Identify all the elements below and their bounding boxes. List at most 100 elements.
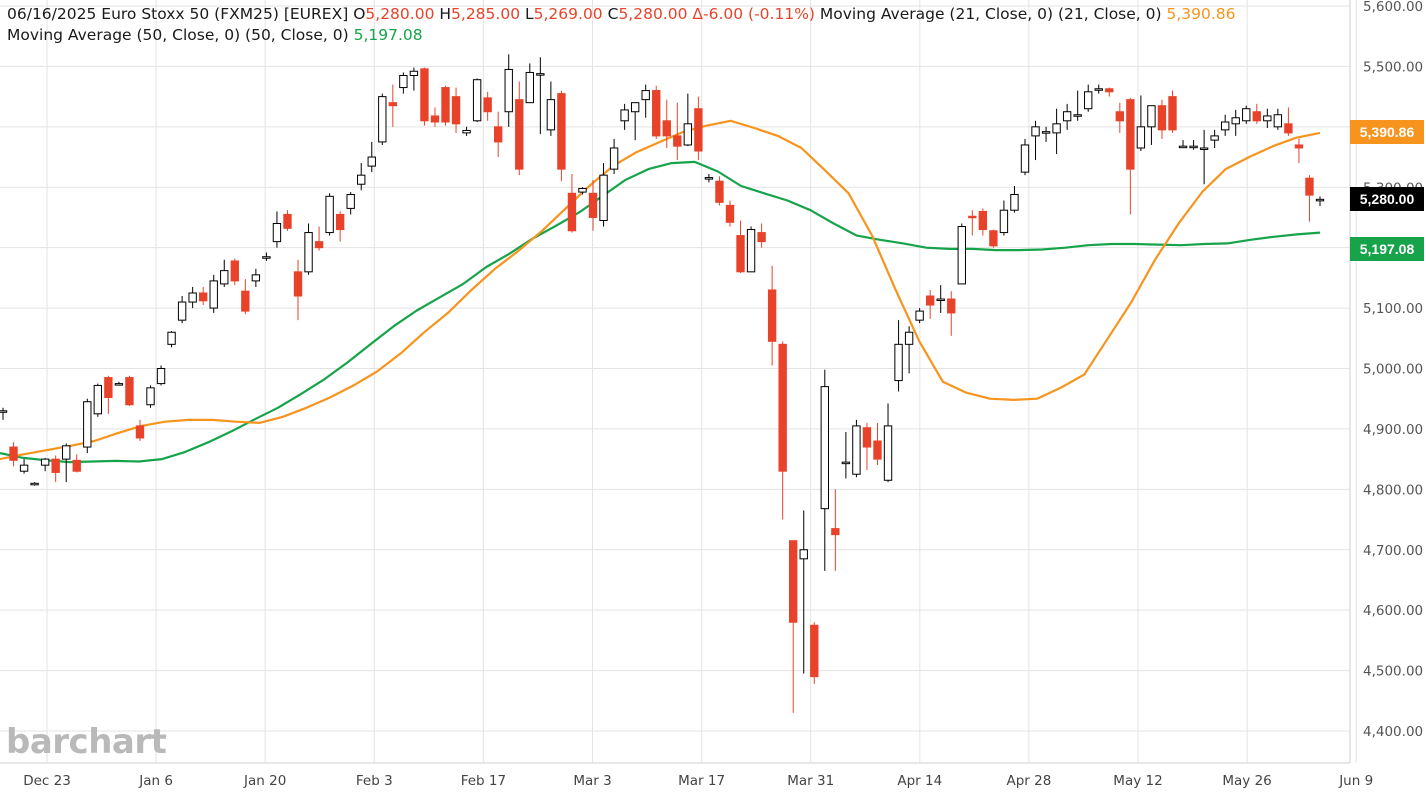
candle xyxy=(1115,102,1125,133)
candle-body xyxy=(262,256,271,259)
candle-body xyxy=(1052,123,1061,134)
candle-body xyxy=(704,177,714,180)
candle xyxy=(515,81,524,176)
candle xyxy=(483,91,492,121)
candle xyxy=(146,385,155,408)
candle-body xyxy=(283,213,292,229)
candle xyxy=(241,279,250,315)
candle xyxy=(1210,129,1219,148)
candle-body xyxy=(673,135,682,147)
candle-body xyxy=(230,260,239,282)
y-tick-label: 5,500.00 xyxy=(1363,59,1423,75)
candle-body xyxy=(778,343,787,472)
candle-body xyxy=(662,120,671,137)
ma21-polyline xyxy=(0,119,1321,461)
candle-body xyxy=(241,290,250,312)
candle-body xyxy=(1073,114,1082,117)
x-tick-label: Mar 31 xyxy=(787,773,834,789)
candle-body xyxy=(399,74,408,89)
candle-body xyxy=(209,280,218,309)
candle xyxy=(325,193,334,236)
candle-body xyxy=(1168,96,1177,131)
y-tick-label: 4,500.00 xyxy=(1363,664,1423,680)
candle-body xyxy=(83,401,92,448)
candle-body xyxy=(1252,111,1261,122)
header-ma50-value: 5,197.08 xyxy=(353,26,423,44)
candle-body xyxy=(114,383,124,386)
candle-body xyxy=(72,459,81,472)
y-tick-label: 5,600.00 xyxy=(1363,0,1423,15)
candle xyxy=(525,63,534,104)
x-tick-label: Apr 14 xyxy=(897,773,942,789)
candle-body xyxy=(272,223,282,243)
candle xyxy=(1199,129,1209,185)
candle xyxy=(630,102,640,141)
candle xyxy=(725,200,735,227)
y-tick-label: 4,800.00 xyxy=(1363,482,1423,498)
candle xyxy=(1105,87,1114,97)
candle xyxy=(104,375,113,414)
candle-body xyxy=(251,274,261,282)
candle-body xyxy=(725,204,735,223)
candle-body xyxy=(146,387,155,406)
header-open-label: O xyxy=(353,5,366,23)
candle xyxy=(93,383,103,417)
candle xyxy=(283,210,292,231)
candle xyxy=(852,419,861,478)
header-change: Δ-6.00 (-0.11%) xyxy=(692,5,815,23)
header-date: 06/16/2025 xyxy=(7,5,97,23)
candle-body xyxy=(947,298,956,314)
candle-body xyxy=(599,174,608,221)
candle xyxy=(272,211,282,248)
candle-body xyxy=(62,445,71,460)
header-ma50-label: Moving Average (50, Close, 0) (50, Close… xyxy=(7,26,349,44)
candle-body xyxy=(462,129,471,134)
candle xyxy=(135,419,145,441)
candles xyxy=(0,54,1325,713)
candle xyxy=(220,259,229,287)
candle xyxy=(399,72,408,94)
candle-body xyxy=(30,482,39,486)
candle-body xyxy=(841,461,851,465)
candle xyxy=(9,442,18,467)
candle-body xyxy=(1136,126,1146,149)
candle-body xyxy=(293,271,303,297)
candle xyxy=(441,85,450,126)
ma50-polyline xyxy=(0,160,1321,464)
candle xyxy=(746,226,756,273)
candle-body xyxy=(304,232,313,273)
candle-body xyxy=(1231,117,1240,125)
x-tick-label: Jun 9 xyxy=(1338,773,1373,789)
y-tick-label: 5,100.00 xyxy=(1363,301,1423,317)
candle-body xyxy=(915,310,924,321)
candle xyxy=(999,200,1009,236)
candle xyxy=(1252,103,1261,124)
candle xyxy=(947,291,956,336)
candle-body xyxy=(504,68,513,113)
candle xyxy=(736,220,745,274)
candle xyxy=(957,223,966,285)
candle-body xyxy=(694,108,703,152)
candle-body xyxy=(483,97,492,113)
candle xyxy=(831,489,840,571)
x-tick-label: Jan 6 xyxy=(138,773,173,789)
candle xyxy=(567,173,577,233)
candle xyxy=(19,459,29,474)
y-tick-label: 4,600.00 xyxy=(1363,603,1423,619)
candle xyxy=(167,331,176,348)
candle xyxy=(757,223,766,248)
candle xyxy=(367,141,376,173)
candle-body xyxy=(630,102,640,113)
candle xyxy=(1052,108,1061,155)
candle xyxy=(1231,109,1240,136)
candle-body xyxy=(715,180,724,203)
candle xyxy=(673,102,682,161)
x-tick-label: May 12 xyxy=(1113,773,1162,789)
candle xyxy=(83,398,92,454)
candle-body xyxy=(1105,88,1114,93)
candle xyxy=(1284,107,1293,136)
candle xyxy=(546,81,556,136)
candle-body xyxy=(346,194,355,209)
candle-body xyxy=(515,99,524,170)
